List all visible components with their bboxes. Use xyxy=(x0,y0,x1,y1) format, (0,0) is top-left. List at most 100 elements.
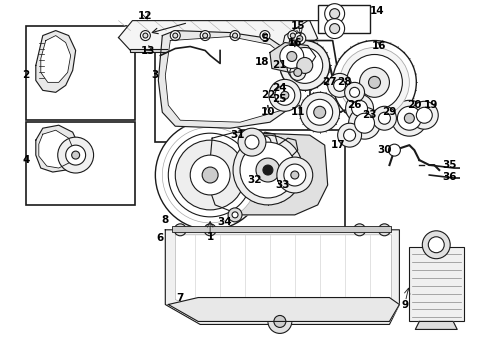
Circle shape xyxy=(190,155,230,195)
Circle shape xyxy=(330,9,340,19)
Circle shape xyxy=(349,87,360,97)
Circle shape xyxy=(228,208,242,222)
Text: 20: 20 xyxy=(407,100,421,110)
Circle shape xyxy=(372,106,396,130)
Text: 11: 11 xyxy=(291,107,305,117)
Circle shape xyxy=(245,135,259,149)
Polygon shape xyxy=(255,132,278,153)
Circle shape xyxy=(290,33,295,38)
Circle shape xyxy=(297,36,303,41)
Text: 9: 9 xyxy=(402,300,409,310)
Bar xyxy=(409,247,464,321)
Circle shape xyxy=(238,128,266,156)
Text: 31: 31 xyxy=(231,130,245,140)
Circle shape xyxy=(352,100,368,116)
Circle shape xyxy=(410,101,438,129)
Text: 12: 12 xyxy=(138,11,153,21)
Bar xyxy=(130,49,305,53)
Circle shape xyxy=(294,68,302,76)
Circle shape xyxy=(378,112,391,124)
Circle shape xyxy=(345,94,373,122)
Circle shape xyxy=(143,33,148,38)
Circle shape xyxy=(287,51,297,62)
Circle shape xyxy=(275,85,295,105)
Bar xyxy=(200,130,344,230)
Circle shape xyxy=(155,120,265,230)
Circle shape xyxy=(397,106,421,130)
Text: 29: 29 xyxy=(382,107,396,117)
Circle shape xyxy=(259,136,271,148)
Circle shape xyxy=(173,33,178,38)
Circle shape xyxy=(256,158,280,182)
Text: 27: 27 xyxy=(322,77,337,87)
Polygon shape xyxy=(175,235,392,315)
Circle shape xyxy=(58,137,94,173)
Circle shape xyxy=(307,99,333,125)
Circle shape xyxy=(389,144,400,156)
Circle shape xyxy=(175,140,245,210)
Polygon shape xyxy=(41,36,71,82)
Text: 3: 3 xyxy=(152,71,159,80)
Text: 8: 8 xyxy=(162,215,169,225)
Text: 6: 6 xyxy=(157,233,164,243)
Circle shape xyxy=(66,145,86,165)
Circle shape xyxy=(346,54,402,110)
Circle shape xyxy=(422,231,450,259)
Circle shape xyxy=(343,129,356,141)
Text: 28: 28 xyxy=(337,77,352,87)
Text: 19: 19 xyxy=(424,100,439,110)
Circle shape xyxy=(281,91,289,99)
Circle shape xyxy=(392,100,427,136)
Bar xyxy=(26,122,135,205)
Circle shape xyxy=(344,82,365,102)
Text: 25: 25 xyxy=(272,94,287,104)
Text: 14: 14 xyxy=(370,6,385,15)
Circle shape xyxy=(202,167,218,183)
Circle shape xyxy=(378,224,391,236)
Circle shape xyxy=(277,157,313,193)
Text: 15: 15 xyxy=(291,21,305,31)
Circle shape xyxy=(280,45,304,68)
Text: 1: 1 xyxy=(206,232,214,242)
Text: 10: 10 xyxy=(261,107,275,117)
Circle shape xyxy=(297,58,313,73)
Text: 33: 33 xyxy=(275,180,290,190)
Polygon shape xyxy=(119,21,318,50)
Polygon shape xyxy=(39,130,74,168)
Circle shape xyxy=(233,135,303,205)
Circle shape xyxy=(355,113,374,133)
Circle shape xyxy=(263,165,273,175)
Circle shape xyxy=(416,107,432,123)
Text: 35: 35 xyxy=(442,160,457,170)
Bar xyxy=(318,5,369,32)
Circle shape xyxy=(325,4,344,24)
Circle shape xyxy=(204,224,216,236)
Circle shape xyxy=(141,31,150,41)
Text: 26: 26 xyxy=(347,100,362,110)
Circle shape xyxy=(428,237,444,253)
Circle shape xyxy=(290,64,306,80)
Circle shape xyxy=(274,315,286,328)
Polygon shape xyxy=(208,132,328,215)
Text: 13: 13 xyxy=(141,45,156,55)
Bar xyxy=(26,26,135,120)
Polygon shape xyxy=(278,138,298,156)
Circle shape xyxy=(168,133,252,217)
Polygon shape xyxy=(270,42,316,72)
Circle shape xyxy=(404,113,415,123)
Text: 5: 5 xyxy=(261,33,269,44)
Circle shape xyxy=(287,48,323,84)
Circle shape xyxy=(333,41,416,124)
Circle shape xyxy=(334,80,345,91)
Text: 7: 7 xyxy=(176,293,184,302)
Circle shape xyxy=(260,31,270,41)
Text: 2: 2 xyxy=(22,71,29,80)
Circle shape xyxy=(340,48,409,117)
Circle shape xyxy=(360,67,390,97)
Text: 21: 21 xyxy=(272,60,287,71)
Circle shape xyxy=(230,31,240,41)
Text: 4: 4 xyxy=(22,155,29,165)
Text: 24: 24 xyxy=(272,84,287,93)
Text: 18: 18 xyxy=(255,58,269,67)
Polygon shape xyxy=(165,230,399,324)
